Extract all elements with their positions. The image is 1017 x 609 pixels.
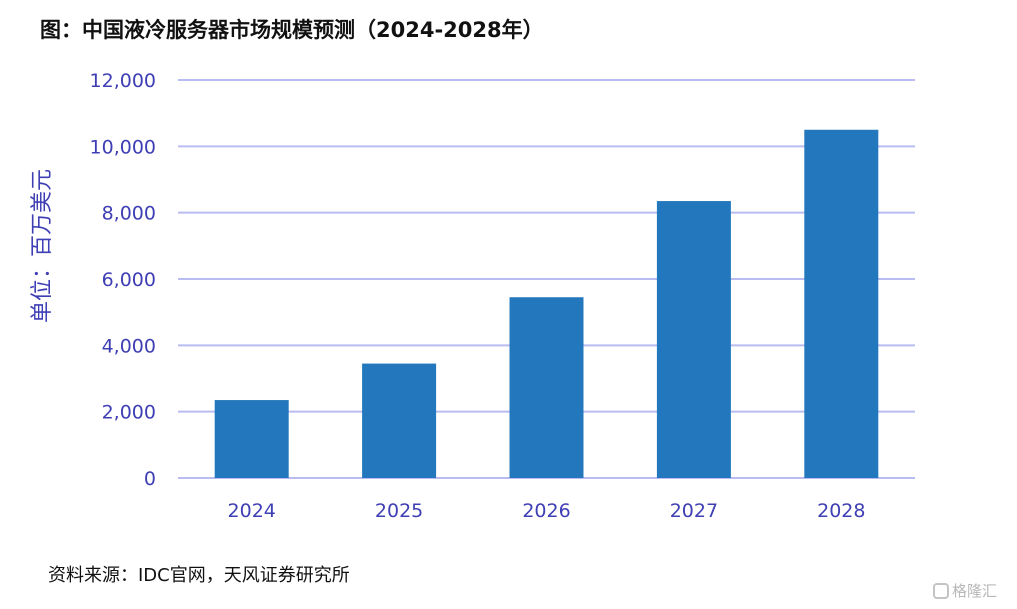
watermark: 格隆汇 — [932, 580, 997, 601]
x-tick-label: 2024 — [228, 500, 276, 522]
watermark-logo-icon — [932, 582, 949, 599]
source-note: 资料来源：IDC官网，天风证券研究所 — [48, 565, 350, 586]
bar-2026 — [509, 297, 584, 478]
x-tick-label: 2026 — [522, 500, 570, 522]
watermark-text: 格隆汇 — [951, 582, 997, 600]
y-tick-label: 4,000 — [102, 335, 156, 357]
y-tick-label: 6,000 — [102, 269, 156, 291]
bar-2025 — [362, 363, 437, 478]
y-tick-label: 2,000 — [102, 402, 156, 424]
bar-2024 — [214, 400, 289, 478]
y-tick-label: 10,000 — [90, 136, 156, 158]
bar-2027 — [656, 201, 731, 478]
y-tick-label: 12,000 — [90, 70, 156, 92]
bar-2028 — [804, 129, 879, 478]
x-tick-label: 2025 — [375, 500, 423, 522]
chart-title: 图：中国液冷服务器市场规模预测（2024-2028年） — [40, 18, 544, 42]
x-tick-label: 2027 — [670, 500, 718, 522]
y-tick-label: 0 — [144, 468, 156, 490]
x-tick-label: 2028 — [817, 500, 865, 522]
y-tick-label: 8,000 — [102, 203, 156, 225]
